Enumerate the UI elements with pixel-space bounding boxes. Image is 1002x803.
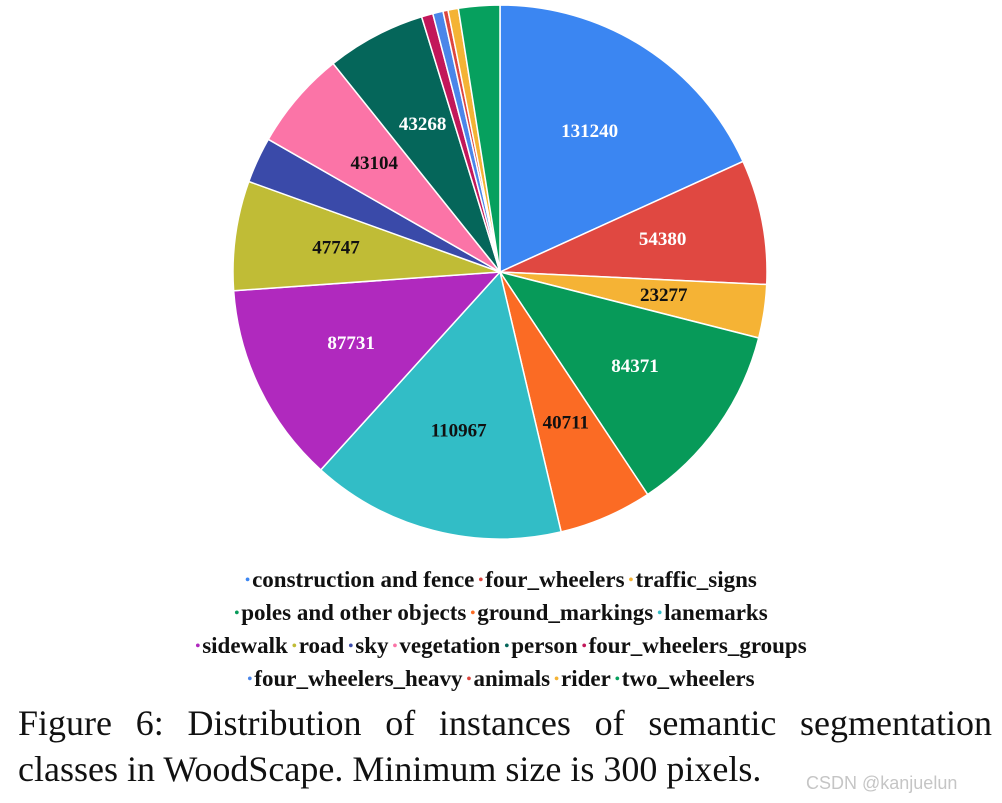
legend-dot-icon: •	[245, 573, 251, 588]
legend-row: •poles and other objects •ground_markings…	[0, 597, 1002, 630]
slice-value-label: 110967	[431, 421, 487, 442]
pie-slice-two-wheelers	[457, 4, 501, 273]
pie-slice-poles-and-other-objects	[498, 270, 760, 496]
legend-dot-icon: •	[392, 639, 398, 654]
legend-dot-icon: •	[291, 639, 297, 654]
legend-dot-icon: •	[581, 639, 587, 654]
legend-dot-icon: •	[614, 672, 620, 687]
legend-entry: •sky	[348, 633, 388, 658]
legend-entry: •person	[504, 633, 577, 658]
legend-entry: •animals	[467, 666, 551, 691]
legend-label: lanemarks	[664, 600, 768, 625]
legend-entry: •sidewalk	[195, 633, 288, 658]
legend-label: construction and fence	[252, 567, 475, 592]
legend-label: animals	[473, 666, 551, 691]
figure-caption: Figure 6: Distribution of instances of s…	[18, 703, 992, 789]
pie-slice-four-wheelers	[499, 160, 768, 286]
legend-dot-icon: •	[247, 672, 253, 687]
legend-entry: •ground_markings	[470, 600, 653, 625]
legend-dot-icon: •	[466, 672, 472, 687]
legend-label: ground_markings	[477, 600, 654, 625]
legend-entry: •traffic_signs	[629, 567, 757, 592]
legend-dot-icon: •	[195, 639, 201, 654]
legend-label: person	[511, 633, 578, 658]
legend-label: sky	[355, 633, 389, 658]
legend-label: four_wheelers	[485, 567, 625, 592]
legend-row: •four_wheelers_heavy •animals •rider •two_w…	[0, 663, 1002, 696]
slice-value-label: 47747	[312, 238, 360, 259]
pie-slice-lanemarks	[319, 270, 563, 540]
legend-entry: •two_wheelers	[615, 666, 755, 691]
legend-dot-icon: •	[348, 639, 354, 654]
slice-value-label: 40711	[543, 412, 589, 433]
legend-entry: •vegetation	[393, 633, 501, 658]
slice-value-label: 84371	[611, 356, 659, 377]
legend-dot-icon: •	[478, 573, 484, 588]
pie-slice-sidewalk	[232, 271, 502, 471]
watermark: CSDN @kanjuelun	[806, 773, 958, 793]
pie-slice-construction-and-fence	[499, 4, 745, 274]
legend-label: four_wheelers_groups	[588, 633, 807, 658]
slice-value-label: 54380	[639, 229, 687, 250]
slice-value-label: 87731	[327, 333, 375, 354]
legend-dot-icon: •	[554, 672, 560, 687]
legend-dot-icon: •	[234, 606, 240, 621]
legend-entry: •four_wheelers_groups	[582, 633, 807, 658]
legend-dot-icon: •	[657, 606, 663, 621]
legend-entry: •four_wheelers_heavy	[247, 666, 462, 691]
legend-row: •sidewalk •road •sky •vegetation •person •fou…	[0, 630, 1002, 663]
legend-label: two_wheelers	[621, 666, 755, 691]
legend-label: vegetation	[399, 633, 501, 658]
legend-entry: •poles and other objects	[234, 600, 466, 625]
pie-chart: 131240 54380 23277 84371 40711 110967 87731 477…	[232, 4, 768, 540]
legend-row: •construction and fence •four_wheelers •tr…	[0, 564, 1002, 597]
slice-value-label: 131240	[561, 121, 618, 142]
legend-entry: •road	[292, 633, 345, 658]
slice-value-label: 43268	[399, 114, 447, 135]
legend-dot-icon: •	[628, 573, 634, 588]
legend-label: rider	[561, 666, 611, 691]
chart-legend: •construction and fence •four_wheelers •tr…	[0, 564, 1002, 696]
legend-label: road	[298, 633, 345, 658]
legend-entry: •rider	[554, 666, 611, 691]
slice-value-label: 23277	[640, 285, 688, 306]
legend-label: sidewalk	[202, 633, 288, 658]
legend-label: poles and other objects	[241, 600, 467, 625]
legend-label: traffic_signs	[635, 567, 757, 592]
legend-label: four_wheelers_heavy	[254, 666, 463, 691]
slice-value-label: 43104	[350, 153, 398, 174]
legend-entry: •four_wheelers	[478, 567, 624, 592]
legend-entry: •construction and fence	[245, 567, 474, 592]
legend-entry: •lanemarks	[657, 600, 767, 625]
legend-dot-icon: •	[504, 639, 510, 654]
pie-slice-road	[232, 180, 501, 292]
legend-dot-icon: •	[470, 606, 476, 621]
